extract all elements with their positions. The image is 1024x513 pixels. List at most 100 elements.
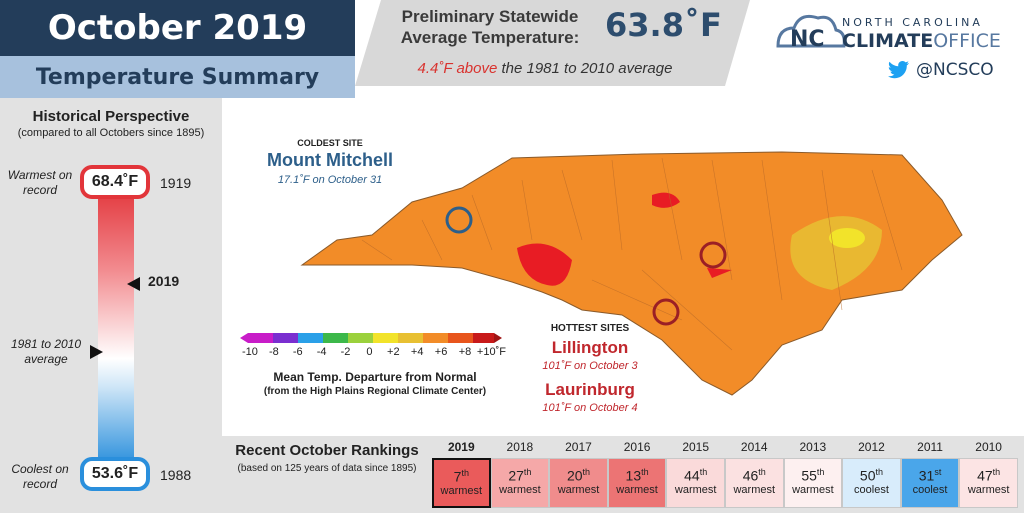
ranking-value: 7	[453, 468, 462, 485]
warmest-record-value: 68.4˚F	[80, 165, 150, 199]
hottest-sites-header: HOTTEST SITES	[550, 323, 630, 334]
ranking-year: 2016	[623, 440, 651, 454]
ranking-label: warmest	[967, 483, 1010, 496]
legend-tick-label: -2	[340, 346, 351, 358]
ranking-number: 47th	[960, 467, 1017, 484]
ranking-year: 2015	[682, 440, 710, 454]
legend-tick-label: +10˚F	[476, 346, 506, 358]
ranking-column: 2018 27th warmest	[490, 440, 550, 508]
hottest-site-1-info: 101˚F on October 3	[542, 360, 638, 372]
ranking-value: 31	[918, 467, 935, 484]
legend-title: Mean Temp. Departure from Normal	[273, 370, 477, 384]
org-name-office: OFFICE	[933, 30, 1001, 52]
legend-tick-label: +2	[387, 346, 400, 358]
ranking-value: 20	[566, 467, 583, 484]
ranking-suffix: st	[934, 467, 942, 477]
hottest-site-2-info: 101˚F on October 4	[542, 402, 638, 414]
hot-region-3	[707, 268, 732, 278]
coldest-site-name: Mount Mitchell	[267, 150, 393, 170]
ranking-column: 2016 13th warmest	[607, 440, 667, 508]
ranking-suffix: th	[641, 467, 649, 477]
coolest-label: Coolest on record	[11, 462, 69, 491]
hottest-site-marker-2	[652, 298, 680, 326]
ranking-label: coolest	[854, 483, 889, 496]
twitter-handle-text: @NCSCO	[916, 60, 994, 80]
hottest-site-marker-1	[699, 241, 727, 269]
ranking-cell: 31st coolest	[900, 458, 960, 508]
twitter-bird-icon	[888, 61, 909, 79]
ranking-cell: 47th warmest	[959, 458, 1018, 508]
ranking-value: 55	[801, 467, 817, 484]
thermometer-bar	[98, 185, 134, 465]
ranking-number: 27th	[492, 467, 549, 484]
ranking-year: 2014	[740, 440, 768, 454]
ranking-suffix: th	[582, 467, 591, 477]
warm-spot	[829, 228, 865, 248]
ranking-number: 31st	[902, 467, 959, 484]
org-name-line1: NORTH CAROLINA	[842, 16, 983, 29]
ranking-cell: 50th coolest	[842, 458, 901, 508]
coldest-site-info: 17.1˚F on October 31	[277, 174, 383, 186]
ranking-value: 44	[684, 467, 700, 484]
ranking-cell: 46th warmest	[724, 458, 784, 508]
legend-tick-label: 0	[366, 346, 373, 358]
ranking-cell: 55th warmest	[783, 458, 843, 508]
ranking-year: 2013	[799, 440, 827, 454]
ranking-number: 46th	[726, 467, 783, 484]
ranking-year: 2018	[506, 440, 534, 454]
legend-tick-label: +4	[410, 346, 424, 358]
ranking-year: 2011	[917, 440, 943, 454]
ranking-label: warmest	[440, 484, 483, 497]
ranking-number: 44th	[667, 467, 724, 484]
hottest-site-2-name: Laurinburg	[545, 380, 635, 399]
ranking-value: 27	[508, 467, 524, 484]
ranking-label: warmest	[792, 483, 834, 496]
ranking-cell: 44th warmest	[666, 458, 725, 508]
nc-temperature-map	[300, 151, 963, 396]
ranking-label: warmest	[557, 483, 600, 496]
ranking-year: 2012	[858, 440, 885, 454]
ranking-value: 46	[742, 467, 759, 484]
coldest-site-header: COLDEST SITE	[297, 138, 363, 148]
coldest-site-marker	[445, 206, 473, 234]
legend-source: (from the High Plains Regional Climate C…	[263, 386, 487, 397]
ranking-cell: 27th warmest	[490, 458, 550, 508]
org-name-line2: CLIMATEOFFICE	[842, 30, 1001, 52]
ranking-cell: 13th warmest	[607, 458, 667, 508]
stat-diff-value: 4.4˚F above	[417, 60, 498, 77]
ranking-column: 2011 31st coolest	[900, 440, 960, 508]
ranking-column: 2015 44th warmest	[666, 440, 725, 508]
ranking-year: 2017	[565, 440, 592, 454]
ranking-suffix: th	[992, 467, 1001, 477]
hot-region-1	[517, 243, 572, 286]
ranking-column: 2014 46th warmest	[724, 440, 784, 508]
org-name-climate: CLIMATE	[842, 30, 934, 52]
warmest-year: 1919	[160, 175, 192, 191]
average-marker-icon	[90, 345, 103, 359]
legend-color-bar	[240, 333, 502, 343]
ranking-suffix: th	[461, 468, 469, 478]
current-year-marker-icon	[127, 277, 140, 291]
statewide-stat-panel	[355, 0, 750, 86]
climate-office-logo-icon: NC	[776, 14, 846, 52]
ranking-column: 2017 20th warmest	[549, 440, 608, 508]
ranking-value: 13	[625, 467, 642, 484]
coolest-record-value: 53.6˚F	[80, 457, 150, 491]
stat-difference: 4.4˚F above the 1981 to 2010 average	[390, 60, 700, 77]
ranking-number: 55th	[785, 467, 842, 484]
twitter-handle[interactable]: @NCSCO	[888, 60, 994, 80]
ranking-cell: 7th warmest	[432, 458, 491, 508]
warmest-label: Warmest on record	[7, 168, 73, 197]
ranking-column: 2012 50th coolest	[842, 440, 901, 508]
ranking-value: 47	[977, 467, 993, 484]
ranking-number: 20th	[550, 467, 607, 484]
rankings-subtitle: (based on 125 years of data since 1895)	[237, 463, 417, 474]
ranking-label: warmest	[499, 483, 541, 496]
ranking-label: warmest	[733, 483, 776, 496]
legend-tick-label: +8	[458, 346, 472, 358]
page-title: October 2019	[0, 0, 355, 56]
legend-tick-label: -10	[241, 346, 258, 358]
ranking-number: 7th	[434, 468, 489, 485]
ranking-suffix: th	[816, 467, 825, 477]
ranking-year: 2010	[975, 440, 1002, 454]
